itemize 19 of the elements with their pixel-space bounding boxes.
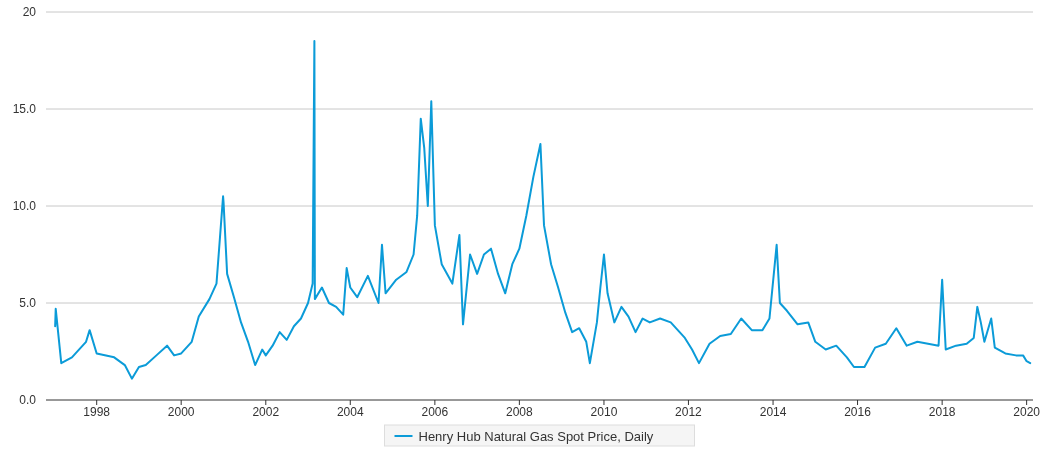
- x-tick-label: 2010: [590, 405, 618, 419]
- x-tick-label: 2020: [1013, 405, 1041, 419]
- y-tick-label: 10.0: [12, 199, 37, 214]
- x-tick-label: 1998: [83, 405, 111, 419]
- x-tick-label: 2012: [675, 405, 703, 419]
- x-tick-label: 2008: [506, 405, 534, 419]
- y-tick-label: 15.0: [12, 102, 37, 117]
- line-series: [54, 40, 1032, 380]
- y-tick-label: 0.0: [19, 393, 37, 408]
- x-tick-label: 2002: [252, 405, 280, 419]
- x-tick-label: 2014: [759, 405, 787, 419]
- x-tick-label: 2018: [928, 405, 956, 419]
- y-tick-label: 20: [22, 5, 37, 20]
- x-tick-label: 2004: [336, 405, 364, 419]
- x-tick-label: 2000: [167, 405, 195, 419]
- x-tick-label: 2006: [421, 405, 449, 419]
- x-tick-label: 2016: [844, 405, 872, 419]
- legend-label: Henry Hub Natural Gas Spot Price, Daily: [418, 428, 654, 444]
- y-tick-label: 5.0: [19, 296, 37, 311]
